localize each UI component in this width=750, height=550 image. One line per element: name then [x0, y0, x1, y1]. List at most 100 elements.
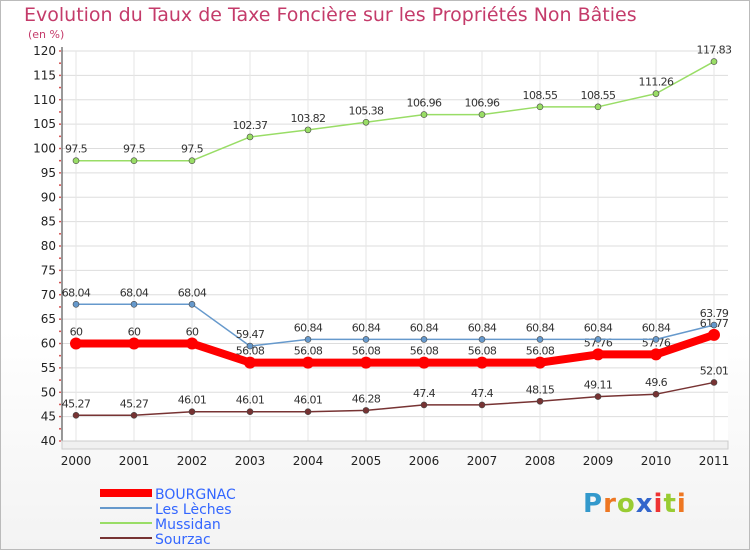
y-minor-tick: [59, 281, 61, 284]
data-label: 97.5: [181, 143, 204, 156]
y-minor-tick: [59, 86, 61, 89]
y-tick-label: 120: [33, 44, 56, 58]
data-label: 60.84: [410, 321, 439, 334]
series-line-BOURGNAC: [76, 331, 716, 367]
data-label: 47.4: [413, 387, 436, 400]
data-label: 68.04: [120, 286, 149, 299]
data-label: 60: [186, 326, 199, 339]
y-minor-tick: [59, 111, 61, 113]
data-label: 46.01: [294, 394, 323, 407]
data-point: [594, 103, 602, 111]
y-minor-tick: [59, 220, 61, 223]
data-label: 60.84: [642, 321, 671, 334]
y-minor-tick: [59, 306, 61, 308]
y-minor-tick: [59, 245, 61, 247]
series-line-Sourzac: [76, 381, 715, 417]
legend-label: Mussidan: [155, 517, 221, 533]
data-label: 56.08: [526, 345, 555, 358]
y-minor-tick: [59, 208, 61, 211]
data-point: [244, 356, 256, 369]
y-minor-tick: [59, 50, 61, 52]
logo-letter: P: [583, 489, 604, 519]
x-tick-label: 2004: [293, 454, 324, 468]
data-label: 68.04: [178, 286, 207, 299]
data-point: [246, 133, 254, 141]
series-line-Mussidan: [76, 60, 715, 162]
y-tick-label: 110: [33, 93, 56, 107]
y-tick-label: 80: [41, 239, 56, 253]
data-label: 52.01: [700, 364, 729, 377]
data-point: [536, 336, 544, 343]
data-point: [304, 126, 312, 134]
data-point: [594, 393, 602, 400]
data-label: 103.82: [291, 112, 326, 125]
data-point: [130, 301, 138, 308]
data-point: [710, 379, 718, 386]
data-point: [534, 356, 546, 369]
data-point: [362, 336, 370, 343]
y-tick-label: 90: [41, 190, 56, 204]
data-point: [246, 408, 254, 416]
data-label: 106.96: [465, 97, 500, 110]
y-tick-label: 65: [41, 312, 56, 326]
data-point: [72, 157, 80, 164]
data-label: 106.96: [407, 97, 442, 110]
data-point: [72, 412, 80, 419]
data-label: 49.6: [645, 376, 668, 389]
data-point: [478, 401, 486, 409]
y-minor-tick: [59, 147, 61, 150]
y-tick-label: 85: [41, 215, 56, 229]
logo-letter: r: [603, 489, 617, 519]
data-label: 47.4: [471, 387, 494, 400]
y-tick-label: 70: [41, 288, 56, 302]
y-minor-tick: [59, 98, 61, 101]
data-point: [188, 301, 196, 308]
x-tick-label: 2001: [119, 454, 150, 468]
data-point: [72, 301, 80, 308]
y-tick-label: 50: [41, 385, 56, 399]
data-label: 46.28: [352, 392, 381, 405]
x-tick-label: 2011: [699, 454, 730, 468]
y-tick-label: 40: [41, 434, 56, 448]
y-minor-tick: [59, 318, 61, 321]
y-minor-tick: [59, 354, 61, 357]
legend-label: Les Lèches: [155, 502, 232, 518]
y-minor-tick: [59, 269, 61, 272]
series-line-Les Lèches: [76, 303, 715, 347]
data-label: 97.5: [65, 143, 88, 156]
x-tick-label: 2000: [61, 454, 92, 468]
data-point: [476, 356, 488, 369]
logo-letter: i: [676, 489, 687, 519]
data-label: 59.47: [236, 328, 265, 341]
y-tick-label: 115: [33, 68, 56, 82]
data-label: 45.27: [120, 397, 149, 410]
data-label: 108.55: [581, 89, 616, 102]
data-label: 105.38: [349, 104, 384, 117]
data-point: [652, 336, 660, 343]
data-label: 56.08: [410, 345, 439, 358]
y-minor-tick: [59, 184, 61, 186]
x-axis: 2000 2001 2002 2003 2004 2005 2006 2007 2008 2009…: [61, 440, 730, 468]
data-point: [130, 412, 138, 419]
y-minor-tick: [59, 135, 61, 138]
y-minor-tick: [59, 427, 61, 430]
data-label: 49.11: [584, 379, 613, 392]
data-point: [362, 407, 370, 414]
data-point: [302, 356, 314, 369]
data-label: 60.84: [468, 321, 497, 334]
y-minor-tick: [59, 171, 61, 174]
data-point: [594, 336, 602, 343]
data-label: 111.26: [639, 76, 674, 89]
y-minor-tick: [59, 330, 61, 333]
y-tick-label: 105: [33, 117, 56, 131]
logo-letter: x: [635, 489, 654, 519]
data-point: [650, 348, 662, 361]
data-point: [360, 356, 372, 369]
data-label: 60: [70, 326, 83, 339]
data-label: 56.08: [236, 345, 265, 358]
data-label: 60.84: [526, 321, 555, 334]
x-tick-label: 2003: [235, 454, 266, 468]
y-tick-label: 100: [33, 142, 56, 156]
